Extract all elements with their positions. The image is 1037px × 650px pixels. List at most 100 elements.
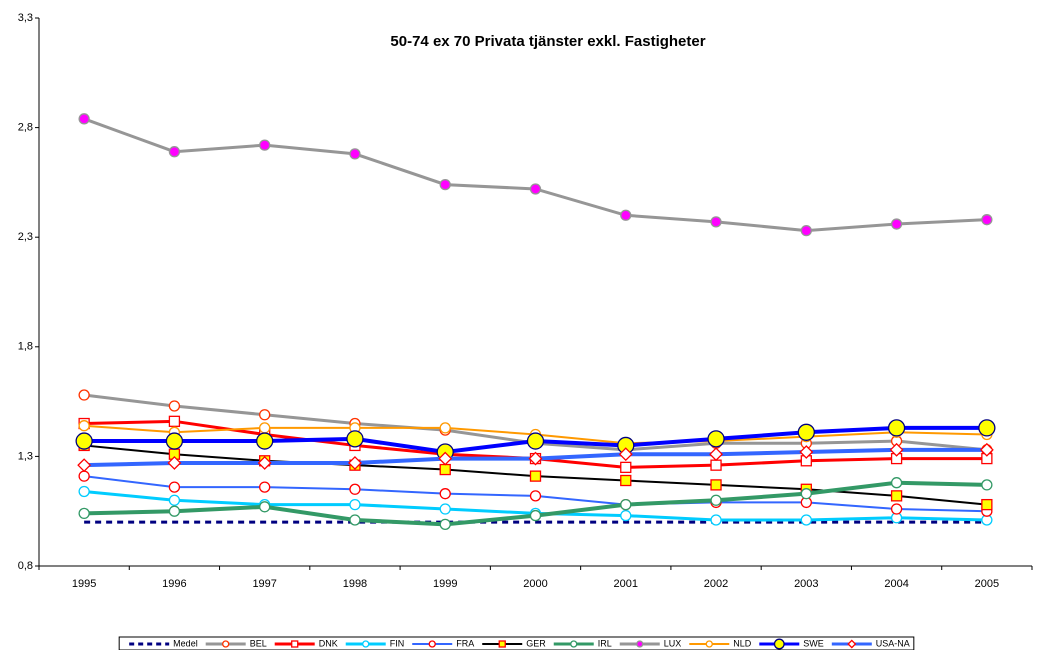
marker xyxy=(259,422,271,434)
marker xyxy=(168,481,181,493)
series xyxy=(78,113,993,237)
marker xyxy=(800,488,812,500)
series xyxy=(77,442,994,473)
marker xyxy=(710,479,722,491)
marker xyxy=(528,451,543,466)
marker xyxy=(259,501,271,513)
series-line xyxy=(83,117,987,233)
marker xyxy=(710,494,722,506)
marker xyxy=(709,447,723,462)
marker xyxy=(887,419,906,437)
marker xyxy=(889,442,904,457)
legend-label: GER xyxy=(526,638,546,648)
marker xyxy=(529,183,542,195)
marker xyxy=(800,224,812,237)
marker xyxy=(439,503,451,515)
marker xyxy=(570,640,578,648)
marker xyxy=(349,483,361,495)
x-tick-label: 2000 xyxy=(523,578,547,590)
x-tick-label: 2003 xyxy=(794,578,818,590)
marker xyxy=(362,640,370,648)
marker xyxy=(981,214,993,226)
marker xyxy=(439,518,451,531)
marker xyxy=(167,456,182,470)
legend-label: BEL xyxy=(250,638,267,648)
x-tick-label: 1995 xyxy=(72,578,96,590)
marker xyxy=(636,640,644,648)
x-tick-label: 1996 xyxy=(162,578,186,590)
marker xyxy=(439,178,451,191)
marker xyxy=(257,456,272,470)
marker xyxy=(773,638,785,650)
y-tick-label: 0,8 xyxy=(18,560,33,572)
legend-label: LUX xyxy=(664,638,682,648)
marker xyxy=(168,400,181,412)
marker xyxy=(979,442,994,457)
legend-label: IRL xyxy=(598,638,612,648)
marker xyxy=(529,509,542,522)
marker xyxy=(346,430,364,448)
marker xyxy=(78,389,90,401)
legend-label: DNK xyxy=(319,638,338,648)
legend-label: FIN xyxy=(390,638,405,648)
marker xyxy=(349,148,361,160)
marker xyxy=(620,509,632,522)
y-tick-label: 2,3 xyxy=(18,231,33,243)
marker xyxy=(797,423,815,441)
marker xyxy=(291,640,299,648)
marker xyxy=(256,432,274,450)
marker xyxy=(847,639,857,649)
marker xyxy=(165,432,184,450)
marker xyxy=(890,218,903,230)
marker xyxy=(78,113,90,125)
marker xyxy=(618,447,633,462)
marker xyxy=(428,640,436,648)
marker xyxy=(78,420,90,432)
x-tick-label: 2002 xyxy=(704,578,728,590)
marker xyxy=(349,514,361,526)
x-tick-label: 1998 xyxy=(343,578,367,590)
x-tick-label: 1997 xyxy=(252,578,276,590)
series xyxy=(78,477,993,531)
marker xyxy=(439,422,451,434)
marker xyxy=(78,485,90,498)
y-tick-label: 2,8 xyxy=(18,122,33,134)
x-tick-label: 2005 xyxy=(975,578,999,590)
marker xyxy=(77,458,92,473)
marker xyxy=(168,505,181,517)
x-tick-label: 2004 xyxy=(884,578,908,590)
marker xyxy=(529,490,542,502)
marker xyxy=(78,507,90,520)
legend-label: NLD xyxy=(733,638,752,648)
marker xyxy=(75,432,93,450)
marker xyxy=(800,514,812,526)
marker xyxy=(620,461,632,474)
marker xyxy=(439,488,451,500)
marker xyxy=(710,514,722,526)
marker xyxy=(890,477,903,489)
legend-label: USA-NA xyxy=(876,638,910,648)
marker xyxy=(705,640,713,648)
marker xyxy=(349,498,361,511)
marker xyxy=(168,494,181,506)
marker xyxy=(259,481,271,493)
marker xyxy=(707,430,725,448)
marker xyxy=(710,459,722,471)
marker xyxy=(620,209,632,221)
marker xyxy=(439,463,451,476)
marker xyxy=(620,474,632,487)
marker xyxy=(498,640,506,648)
x-tick-label: 2001 xyxy=(614,578,638,590)
marker xyxy=(438,451,453,466)
marker xyxy=(620,498,632,511)
marker xyxy=(259,409,271,421)
marker xyxy=(529,470,542,482)
x-tick-label: 1999 xyxy=(433,578,457,590)
marker xyxy=(259,139,271,151)
chart-title: 50-74 ex 70 Privata tjänster exkl. Fasti… xyxy=(390,33,705,50)
y-tick-label: 3,3 xyxy=(18,12,33,24)
marker xyxy=(78,470,90,482)
marker xyxy=(168,415,181,427)
y-tick-label: 1,3 xyxy=(18,450,33,462)
